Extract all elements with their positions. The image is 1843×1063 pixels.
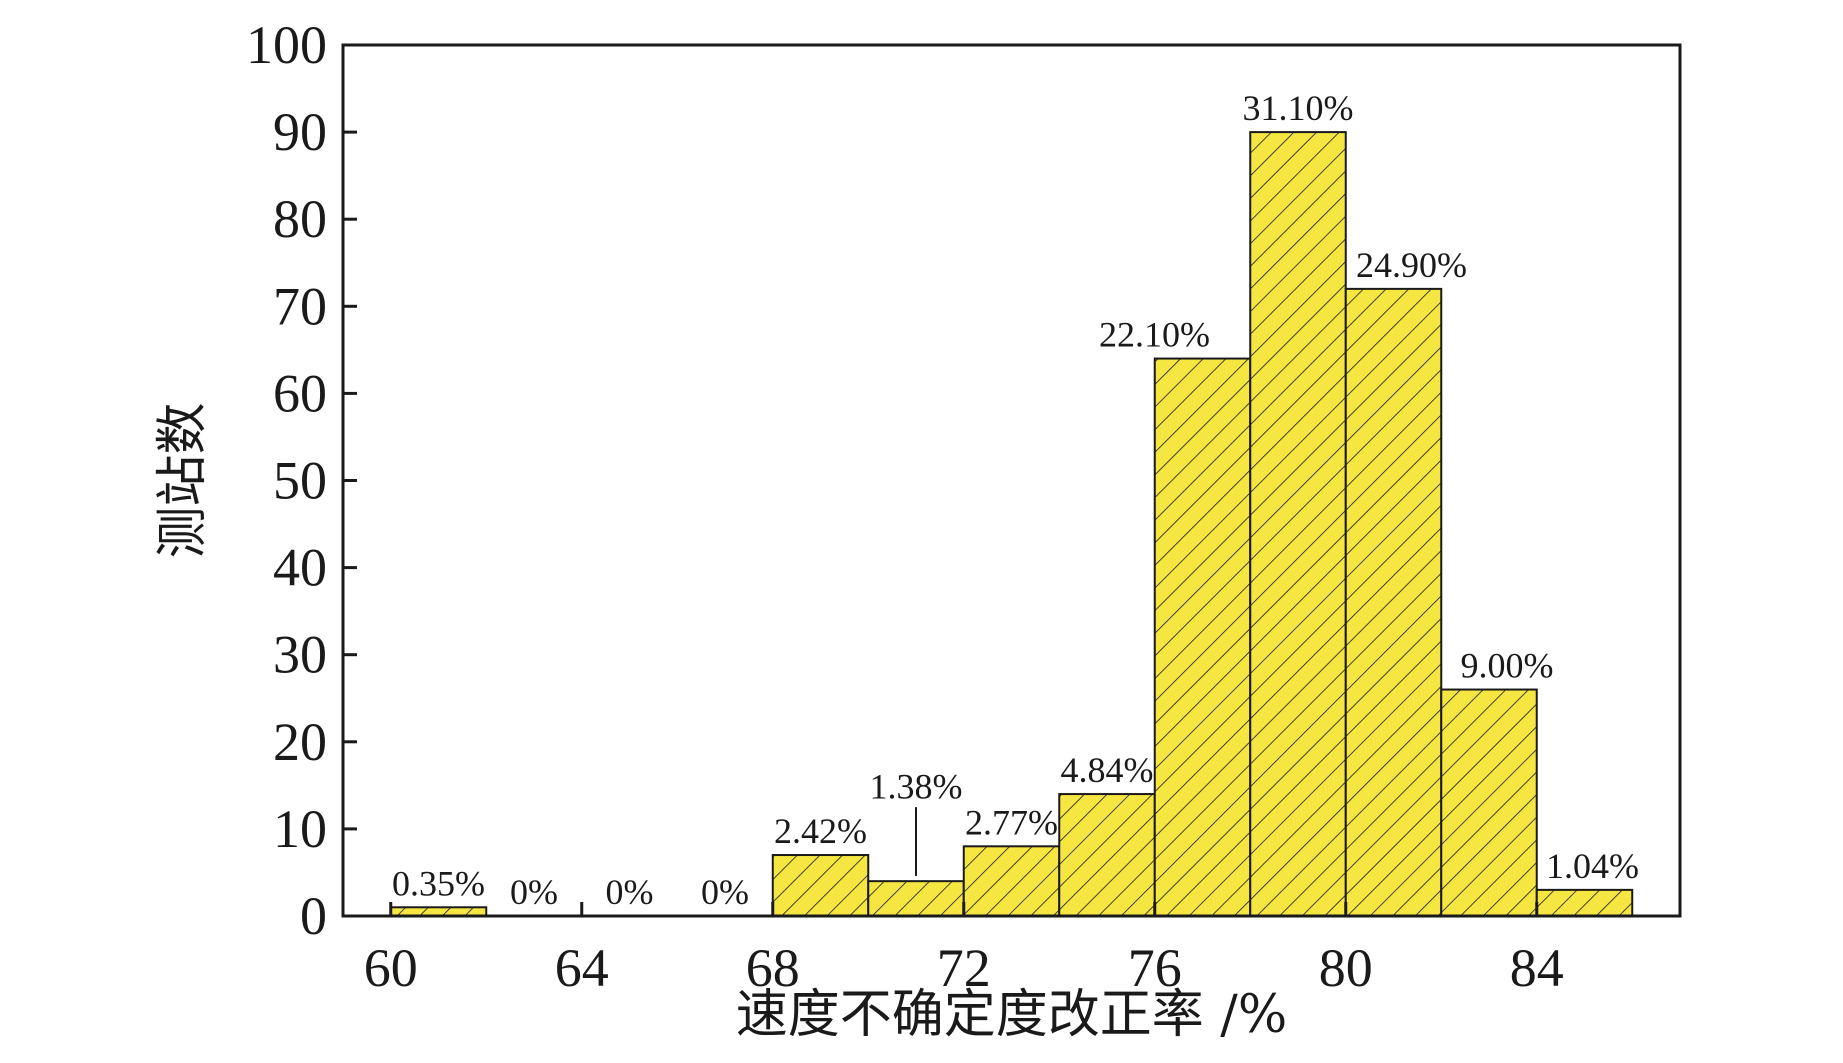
bar-74 xyxy=(1058,793,1156,917)
bar-80 xyxy=(1344,287,1443,917)
data-label-74: 4.84% xyxy=(1061,750,1154,790)
y-tick-label-10: 10 xyxy=(273,799,327,859)
data-label-64: 0% xyxy=(606,872,654,912)
y-axis-label: 测站数 xyxy=(153,402,213,558)
y-tick-label-70: 70 xyxy=(273,276,327,336)
data-label-68: 2.42% xyxy=(774,811,867,851)
x-tick-label-76: 76 xyxy=(1128,938,1182,998)
x-tick-label-80: 80 xyxy=(1319,938,1373,998)
data-label-76: 22.10% xyxy=(1099,315,1210,355)
bar-72 xyxy=(962,845,1061,918)
bars-group xyxy=(389,131,1634,918)
bar-84 xyxy=(1535,888,1634,917)
x-tick-label-72: 72 xyxy=(937,938,991,998)
bar-78 xyxy=(1249,131,1347,918)
bar-70 xyxy=(867,880,965,917)
data-label-70: 1.38% xyxy=(870,766,963,806)
data-label-84: 1.04% xyxy=(1546,846,1639,886)
data-label-82: 9.00% xyxy=(1461,646,1554,686)
data-label-72: 2.77% xyxy=(965,802,1058,842)
y-tick-label-90: 90 xyxy=(273,102,327,162)
y-tick-label-60: 60 xyxy=(273,363,327,423)
data-label-78: 31.10% xyxy=(1243,88,1354,128)
x-axis-ticks: 60 64 68 72 76 80 84 xyxy=(364,902,1564,998)
bar-68 xyxy=(771,854,870,918)
data-label-62: 0% xyxy=(510,872,558,912)
data-label-80: 24.90% xyxy=(1356,245,1467,285)
y-tick-label-40: 40 xyxy=(273,538,327,598)
y-tick-label-50: 50 xyxy=(273,451,327,511)
y-tick-label-0: 0 xyxy=(300,886,327,946)
data-labels-group: 0.35% 0% 0% 0% 2.42%1.38%2.77%4.84% 22.10% 31.… xyxy=(392,88,1639,912)
y-tick-label-20: 20 xyxy=(273,712,327,772)
y-axis-ticks: 0 10 20 30 40 50 60 70 80 90 100 xyxy=(246,15,357,946)
data-label-60: 0.35% xyxy=(392,863,485,903)
y-tick-label-30: 30 xyxy=(273,625,327,685)
x-tick-label-84: 84 xyxy=(1510,938,1564,998)
y-tick-label-100: 100 xyxy=(246,15,327,75)
x-tick-label-60: 60 xyxy=(364,938,418,998)
x-axis-label: 速度不确定度改正率 /% xyxy=(736,985,1287,1045)
data-label-66: 0% xyxy=(701,872,749,912)
x-tick-label-68: 68 xyxy=(746,938,800,998)
x-tick-label-64: 64 xyxy=(555,938,609,998)
y-tick-label-80: 80 xyxy=(273,189,327,249)
bar-76 xyxy=(1153,357,1252,917)
bar-82 xyxy=(1440,688,1538,917)
